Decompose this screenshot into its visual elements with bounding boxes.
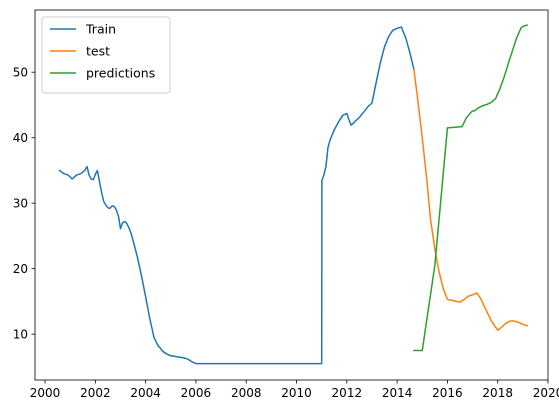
x-tick-label: 2016 (432, 386, 463, 400)
y-tick-label: 30 (13, 196, 28, 210)
x-tick-label: 2010 (281, 386, 312, 400)
y-axis: 10 20 30 40 50 (13, 66, 35, 341)
plot-lines (58, 24, 529, 365)
y-tick-label: 20 (13, 262, 28, 276)
legend-box (41, 16, 171, 94)
y-tick-label: 10 (13, 327, 28, 341)
y-tick-label: 40 (13, 131, 28, 145)
x-tick-label: 2018 (482, 386, 513, 400)
series-line-train (58, 26, 415, 365)
series-line-test (413, 68, 529, 331)
x-tick-label: 2004 (130, 386, 161, 400)
legend-label-train: Train (85, 22, 116, 37)
x-tick-label: 2020 (533, 386, 559, 400)
x-tick-label: 2014 (382, 386, 413, 400)
legend-label-predictions: predictions (86, 66, 155, 81)
legend: Train test predictions (41, 16, 171, 94)
x-tick-label: 2002 (80, 386, 111, 400)
y-tick-label: 50 (13, 66, 28, 80)
x-tick-label: 2006 (181, 386, 212, 400)
x-tick-label: 2012 (332, 386, 363, 400)
x-axis: 2000 2002 2004 2006 2008 2010 2012 2014 2016 2018… (30, 380, 559, 400)
x-tick-label: 2008 (231, 386, 262, 400)
series-line-predictions (413, 24, 529, 352)
legend-label-test: test (86, 44, 110, 59)
x-tick-label: 2000 (30, 386, 61, 400)
plot-frame (34, 9, 549, 381)
